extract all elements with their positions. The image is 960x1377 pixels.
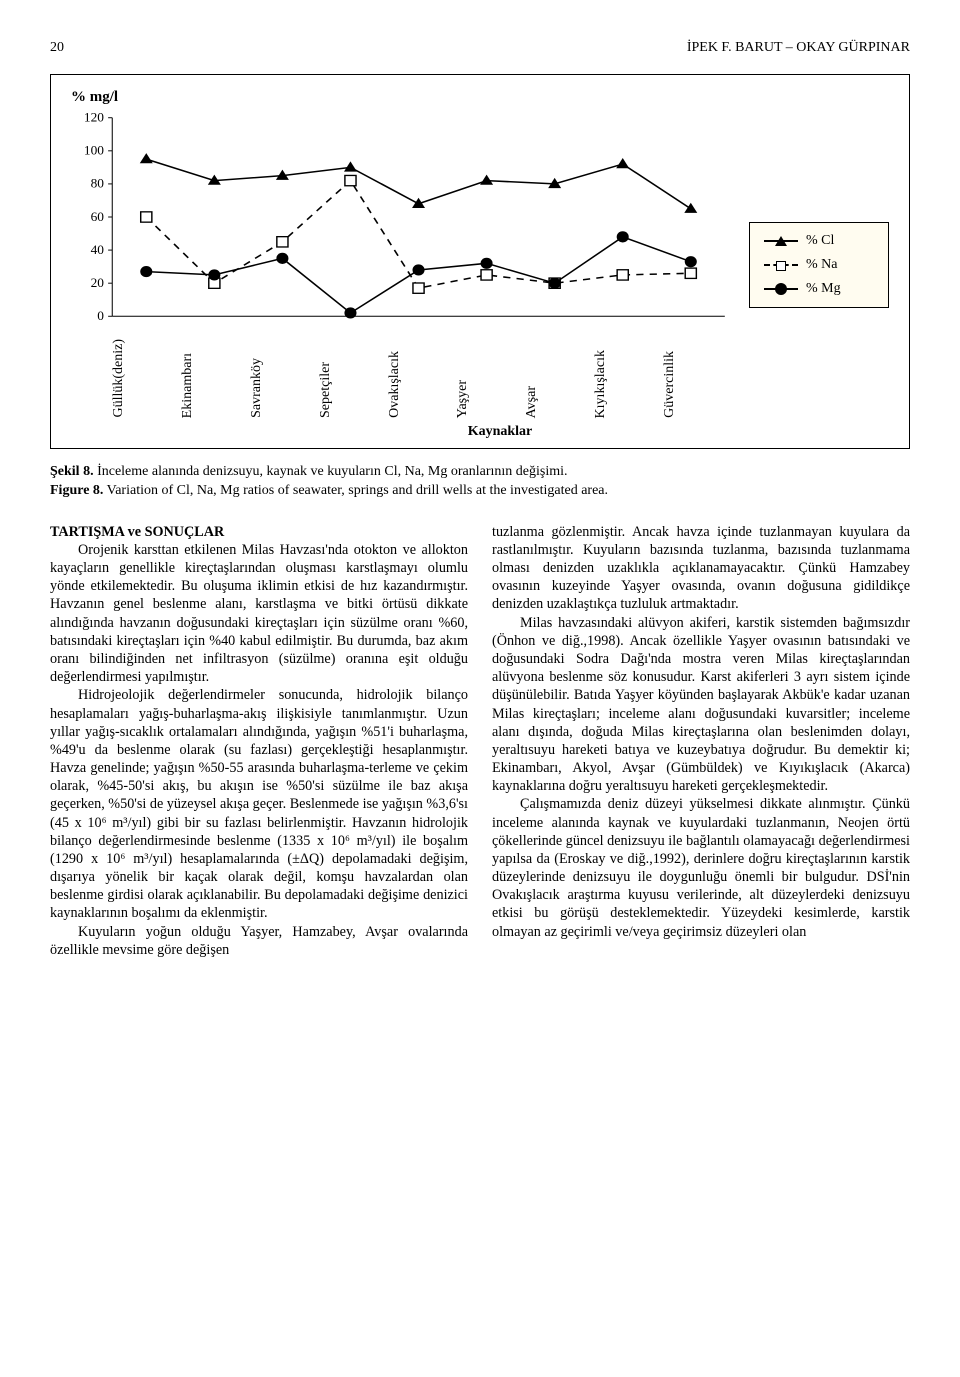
chart-x-axis-title: Kaynaklar (71, 424, 889, 440)
chart-x-labels: Güllük(deniz)EkinambarıSavranköySepetçil… (71, 326, 731, 418)
svg-text:0: 0 (97, 309, 104, 322)
legend-item-mg: % Mg (764, 281, 874, 297)
figure-8-chart: % mg/l 0 20 40 60 80 100 120 Güllük(deniz)Ekin… (50, 74, 910, 449)
running-title: İPEK F. BARUT – OKAY GÜRPINAR (687, 40, 910, 56)
circle-marker-icon (775, 283, 787, 295)
chart-y-label: % mg/l (71, 89, 889, 106)
chart-legend: % Cl % Na % Mg (749, 222, 889, 308)
running-header: 20 İPEK F. BARUT – OKAY GÜRPINAR (50, 40, 910, 56)
svg-text:60: 60 (91, 209, 104, 223)
figure-caption: Şekil 8. İnceleme alanında denizsuyu, ka… (50, 463, 910, 501)
paragraph: Hidrojeolojik değerlendirmeler sonucunda… (50, 686, 468, 922)
svg-text:80: 80 (91, 176, 104, 190)
x-tick-label: Kıyıkışlacık (593, 350, 662, 418)
svg-text:20: 20 (91, 275, 104, 289)
x-tick-label: Ekinambarı (180, 353, 249, 418)
body-columns: TARTIŞMA ve SONUÇLAR Orojenik karsttan e… (50, 523, 910, 959)
x-tick-label: Avşar (524, 386, 593, 418)
svg-text:100: 100 (84, 143, 104, 157)
legend-item-cl: % Cl (764, 233, 874, 249)
triangle-marker-icon (775, 236, 787, 246)
paragraph: Orojenik karsttan etkilenen Milas Havzas… (50, 541, 468, 686)
caption-figure-label: Figure 8. (50, 483, 103, 498)
paragraph: Çalışmamızda deniz düzeyi yükselmesi dik… (492, 795, 910, 940)
x-tick-label: Yaşyer (455, 380, 524, 418)
paragraph: Kuyuların yoğun olduğu Yaşyer, Hamzabey,… (50, 923, 468, 959)
x-tick-label: Sepetçiler (318, 362, 387, 418)
square-marker-icon (776, 261, 786, 271)
svg-text:40: 40 (91, 242, 104, 256)
paragraph: tuzlanma gözlenmiştir. Ancak havza içind… (492, 523, 910, 614)
x-tick-label: Savranköy (249, 358, 318, 418)
x-tick-label: Ovakışlacık (387, 351, 456, 418)
x-tick-label: Güvercinlik (662, 351, 731, 418)
caption-sekil-label: Şekil 8. (50, 464, 94, 479)
chart-plot-area: 020406080100120 Güllük(deniz)EkinambarıS… (71, 112, 731, 418)
svg-text:120: 120 (84, 112, 104, 124)
legend-item-na: % Na (764, 257, 874, 273)
page-number: 20 (50, 40, 64, 56)
section-heading: TARTIŞMA ve SONUÇLAR (50, 524, 224, 540)
x-tick-label: Güllük(deniz) (111, 339, 180, 418)
paragraph: Milas havzasındaki alüvyon akiferi, kars… (492, 614, 910, 796)
